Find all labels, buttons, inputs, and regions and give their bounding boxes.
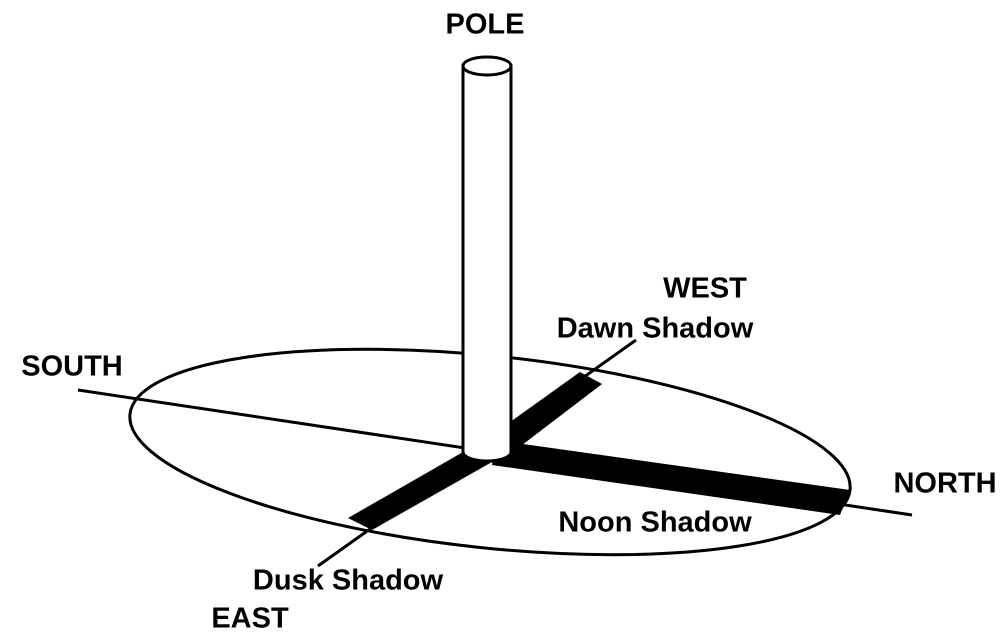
noon-label: Noon Shadow	[558, 507, 752, 539]
dusk-shadow	[348, 448, 492, 530]
pole-top	[463, 57, 511, 75]
dawn-label: Dawn Shadow	[557, 313, 754, 345]
dusk-label: Dusk Shadow	[253, 565, 444, 597]
pole-body	[463, 66, 511, 461]
south-label: SOUTH	[21, 351, 123, 383]
west-label: WEST	[663, 273, 747, 305]
noon-shadow	[492, 440, 850, 515]
east-label: EAST	[211, 603, 289, 635]
pole-shadow-diagram: POLE WEST Dawn Shadow SOUTH NORTH Noon S…	[0, 0, 1008, 637]
pole-label: POLE	[446, 9, 525, 41]
north-label: NORTH	[893, 468, 996, 500]
